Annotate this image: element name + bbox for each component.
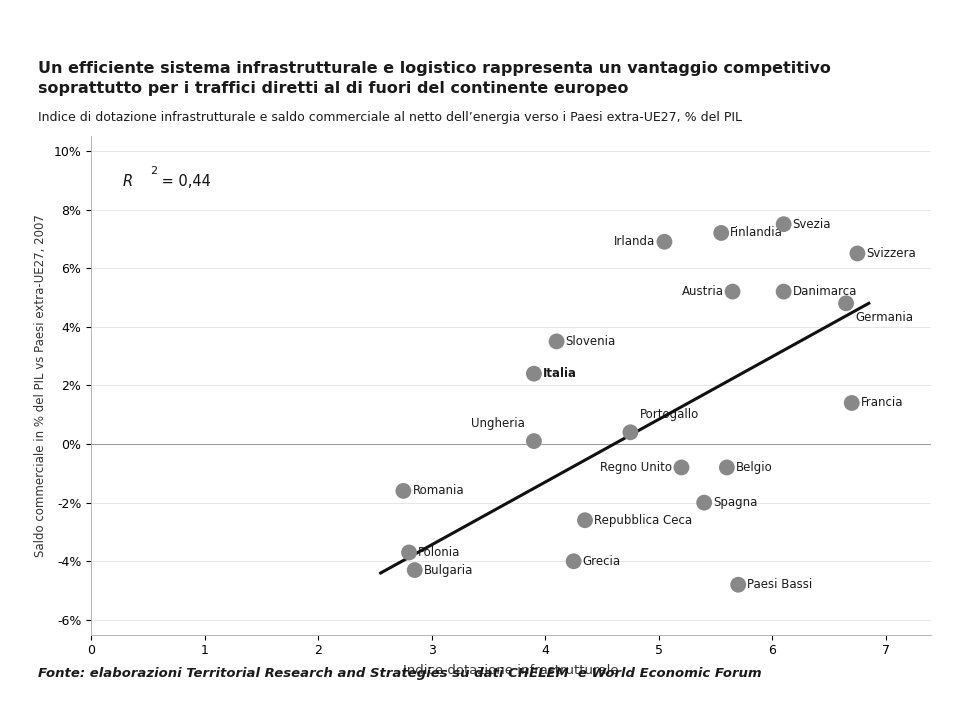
Point <box>401 547 417 559</box>
Text: Svizzera: Svizzera <box>867 247 916 260</box>
Point <box>549 336 564 347</box>
Point <box>697 497 712 508</box>
Text: Slovenia: Slovenia <box>565 335 616 348</box>
Point <box>838 298 853 309</box>
Point <box>731 579 746 591</box>
X-axis label: Indice dotazione infrastrutturale: Indice dotazione infrastrutturale <box>403 664 619 678</box>
Text: 2: 2 <box>150 166 157 176</box>
Point <box>674 462 689 473</box>
Point <box>776 286 791 298</box>
Text: Grecia: Grecia <box>583 555 621 568</box>
Text: Un efficiente sistema infrastrutturale e logistico rappresenta un vantaggio comp: Un efficiente sistema infrastrutturale e… <box>38 61 831 76</box>
Text: Indice di dotazione infrastrutturale e saldo commerciale al netto dell’energia v: Indice di dotazione infrastrutturale e s… <box>38 111 742 124</box>
Point <box>407 564 422 576</box>
Text: Ungheria: Ungheria <box>471 417 525 430</box>
Text: Regno Unito: Regno Unito <box>600 461 672 474</box>
Text: Polonia: Polonia <box>419 546 461 559</box>
Point <box>725 286 740 298</box>
Text: Svezia: Svezia <box>793 218 831 231</box>
Text: Spagna: Spagna <box>713 496 757 509</box>
Text: Fonte: elaborazioni Territorial Research and Strategies su dati CHELEM  e World : Fonte: elaborazioni Territorial Research… <box>38 668 762 680</box>
Text: Romania: Romania <box>413 485 464 498</box>
Text: Bulgaria: Bulgaria <box>423 564 473 576</box>
Point <box>577 515 592 526</box>
Y-axis label: Saldo commerciale in % del PIL vs Paesi extra-UE27, 2007: Saldo commerciale in % del PIL vs Paesi … <box>34 214 47 557</box>
Point <box>657 236 672 247</box>
Point <box>713 227 729 239</box>
Text: = 0,44: = 0,44 <box>157 174 211 189</box>
Text: Belgio: Belgio <box>736 461 773 474</box>
Text: Finlandia: Finlandia <box>731 227 783 239</box>
Text: Germania: Germania <box>855 311 913 325</box>
Point <box>844 397 859 409</box>
Text: Austria: Austria <box>682 285 724 298</box>
Point <box>850 248 865 260</box>
Point <box>623 427 638 438</box>
Text: Danimarca: Danimarca <box>793 285 857 298</box>
Text: Francia: Francia <box>861 397 903 409</box>
Text: Irlanda: Irlanda <box>614 235 656 248</box>
Point <box>396 485 411 497</box>
Point <box>526 368 541 379</box>
Text: Repubblica Ceca: Repubblica Ceca <box>594 513 692 527</box>
Point <box>776 219 791 230</box>
Point <box>566 556 582 567</box>
Text: Italia: Italia <box>543 367 577 380</box>
Text: soprattutto per i traffici diretti al di fuori del continente europeo: soprattutto per i traffici diretti al di… <box>38 81 629 96</box>
Text: R: R <box>123 174 133 189</box>
Point <box>526 435 541 447</box>
Text: Portogallo: Portogallo <box>639 408 699 421</box>
Text: Paesi Bassi: Paesi Bassi <box>747 578 812 592</box>
Point <box>719 462 734 473</box>
